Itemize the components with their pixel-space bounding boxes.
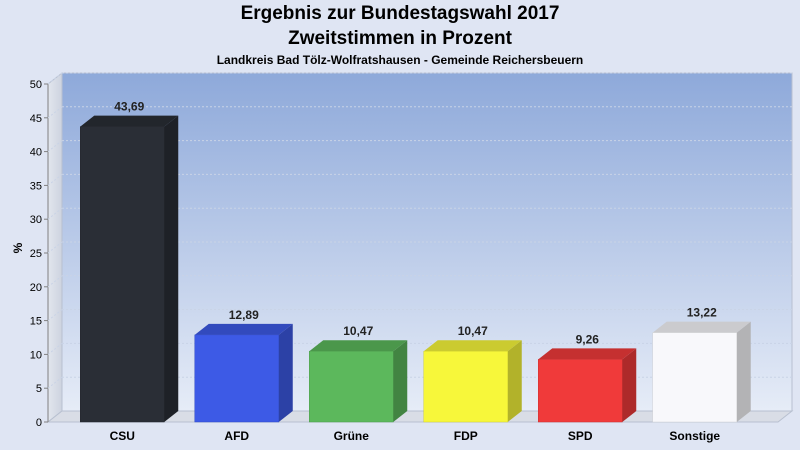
bar-top bbox=[80, 115, 179, 127]
bar-side bbox=[736, 321, 751, 422]
bar-side bbox=[278, 323, 293, 422]
bar-top bbox=[194, 323, 293, 335]
y-axis-ticks: 0 5 10 15 20 25 30 35 40 45 50 bbox=[30, 79, 48, 429]
bar-grüne: 10,47 bbox=[309, 324, 408, 423]
bar-value-label: 10,47 bbox=[343, 324, 373, 338]
y-tick-label: 40 bbox=[30, 147, 42, 159]
x-tick-label: AFD bbox=[224, 429, 249, 443]
bars: 43,69 12,89 10,47 10,47 9,26 13,22 bbox=[80, 100, 751, 423]
y-tick-label: 20 bbox=[30, 282, 42, 294]
bar-front bbox=[309, 350, 394, 423]
bar-afd: 12,89 bbox=[194, 308, 293, 423]
grid-line-side bbox=[47, 72, 63, 85]
bar-side bbox=[622, 348, 637, 422]
y-tick-label: 45 bbox=[30, 113, 42, 125]
bar-value-label: 9,26 bbox=[576, 332, 600, 346]
bar-spd: 9,26 bbox=[538, 332, 637, 423]
x-tick-label: FDP bbox=[454, 429, 478, 443]
bar-value-label: 13,22 bbox=[687, 306, 717, 320]
bar-front bbox=[538, 359, 623, 423]
bar-front bbox=[80, 126, 165, 423]
grid-line-side bbox=[47, 106, 63, 119]
bar-value-label: 10,47 bbox=[458, 324, 488, 338]
y-tick-label: 50 bbox=[30, 79, 42, 91]
x-tick-label: CSU bbox=[110, 429, 135, 443]
grid-line-side bbox=[47, 309, 63, 321]
bar-side bbox=[507, 340, 522, 422]
y-tick-label: 15 bbox=[30, 316, 42, 328]
grid-line-side bbox=[47, 275, 63, 288]
bar-value-label: 12,89 bbox=[229, 308, 259, 322]
y-tick-label: 0 bbox=[36, 417, 42, 429]
bar-top bbox=[309, 340, 408, 352]
bar-top bbox=[423, 340, 522, 352]
y-tick-label: 30 bbox=[30, 214, 42, 226]
bar-csu: 43,69 bbox=[80, 100, 179, 423]
grid-line-side bbox=[47, 376, 63, 389]
y-tick-label: 35 bbox=[30, 180, 42, 192]
bar-front bbox=[194, 334, 279, 423]
bar-value-label: 43,69 bbox=[114, 100, 144, 114]
x-axis-labels: CSU AFD Grüne FDP SPD Sonstige bbox=[110, 429, 721, 443]
chart-title: Ergebnis zur Bundestagswahl 2017 bbox=[240, 3, 560, 24]
y-tick-label: 25 bbox=[30, 248, 42, 260]
x-tick-label: SPD bbox=[568, 429, 593, 443]
grid-line-side bbox=[47, 140, 63, 152]
chart-caption: Landkreis Bad Tölz-Wolfratshausen - Geme… bbox=[216, 53, 584, 67]
y-axis-label: % bbox=[11, 242, 25, 253]
bar-top bbox=[538, 348, 637, 360]
bar-sonstige: 13,22 bbox=[652, 306, 751, 423]
grid-line-side bbox=[47, 343, 63, 355]
bar-side bbox=[164, 115, 179, 422]
x-tick-label: Sonstige bbox=[669, 429, 720, 443]
grid-line-side bbox=[47, 241, 63, 254]
bar-top bbox=[652, 321, 751, 333]
grid-line-side bbox=[47, 174, 63, 186]
bar-front bbox=[652, 332, 737, 423]
y-tick-label: 5 bbox=[36, 383, 42, 395]
bar-front bbox=[423, 350, 508, 423]
y-tick-label: 10 bbox=[30, 349, 42, 361]
x-tick-label: Grüne bbox=[334, 429, 370, 443]
bar-fdp: 10,47 bbox=[423, 324, 522, 423]
grid-line-side bbox=[47, 207, 63, 220]
bar-side bbox=[393, 340, 408, 422]
chart-subtitle: Zweitstimmen in Prozent bbox=[288, 28, 512, 49]
